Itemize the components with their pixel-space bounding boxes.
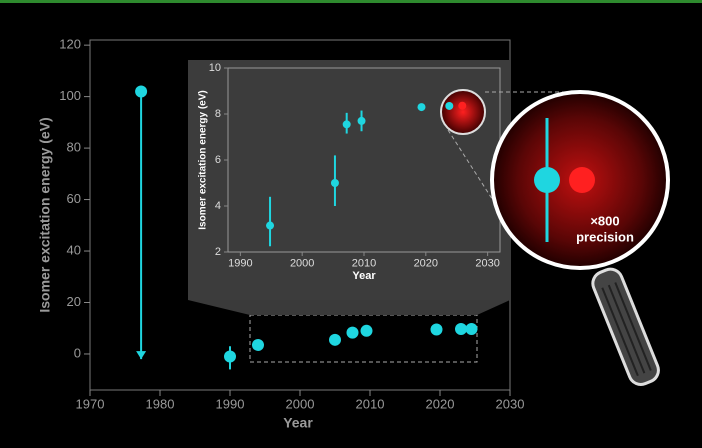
x-tick-label: 2030 [496,397,525,412]
y-tick-label: 120 [59,37,81,52]
x-tick-label: 2030 [475,258,499,270]
x-tick-label: 1980 [146,397,175,412]
point [417,103,425,111]
y-tick-label: 60 [67,191,81,206]
x-tick-label: 2020 [426,397,455,412]
annotation: ×800 [590,213,619,228]
point [347,327,359,339]
point [466,323,478,335]
point [329,334,341,346]
y-tick-label: 4 [215,200,221,212]
chart: ×800 precision Year Isomer excitation en… [0,0,702,448]
x-tick-label: 2000 [290,258,314,270]
point [455,323,467,335]
point [252,339,264,351]
page: ×800 precision Year Isomer excitation en… [0,0,702,448]
x-tick-label: 2000 [286,397,315,412]
y-axis-label: Isomer excitation energy (eV) [37,117,53,312]
top-bar [0,0,702,3]
y-tick-label: 20 [67,294,81,309]
magnified-point [534,167,560,193]
annotation: precision [576,229,634,244]
y-tick-label: 80 [67,140,81,155]
point [458,102,466,110]
x-tick-label: 1990 [228,258,252,270]
x-tick-label: 2010 [356,397,385,412]
y-tick-label: 8 [215,108,221,120]
y-tick-label: 40 [67,242,81,257]
point [431,324,443,336]
y-tick-label: 2 [215,246,221,258]
point [358,117,366,125]
inset-lens [441,90,485,134]
x-tick-label: 2020 [414,258,438,270]
x-axis-label: Year [352,270,376,282]
x-tick-label: 1990 [216,397,245,412]
point [343,120,351,128]
x-tick-label: 2010 [352,258,376,270]
point [224,351,236,363]
y-axis-label: Isomer excitation energy (eV) [198,90,209,230]
x-axis-label: Year [283,415,313,431]
point [445,102,453,110]
point [331,179,339,187]
point [361,325,373,337]
x-tick-label: 1970 [76,397,105,412]
point [135,85,147,97]
y-tick-label: 100 [59,88,81,103]
y-tick-label: 0 [74,345,81,360]
y-tick-label: 10 [209,62,221,74]
magnifier-handle [589,266,662,389]
point [266,222,274,230]
y-tick-label: 6 [215,154,221,166]
magnified-point [569,167,595,193]
